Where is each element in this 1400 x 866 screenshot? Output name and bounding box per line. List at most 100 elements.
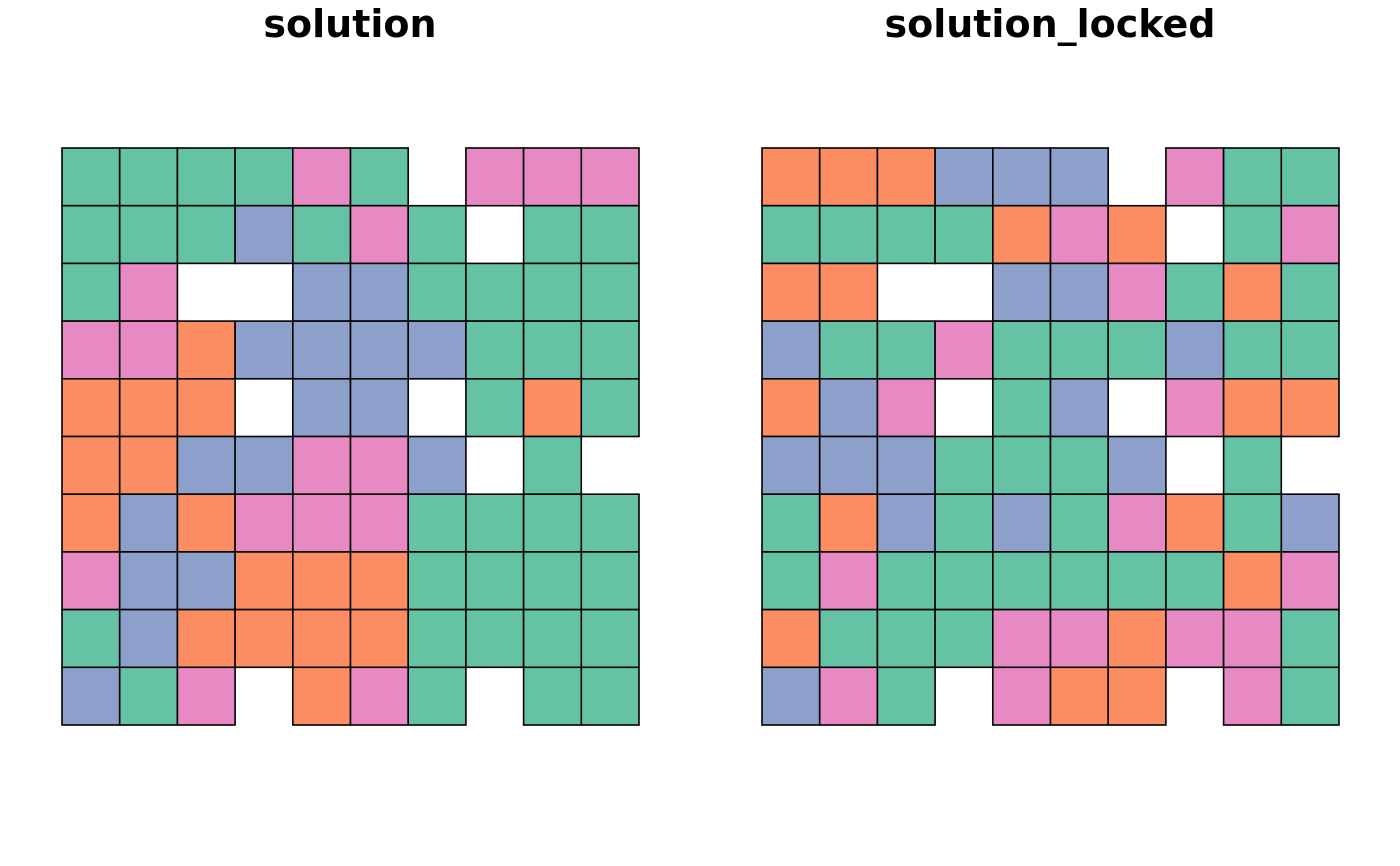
grid-cell-r2-c6 bbox=[1107, 262, 1167, 322]
grid-cell-r7-c5 bbox=[1049, 551, 1110, 611]
grid-cell-r3-c3 bbox=[934, 320, 994, 380]
grid-cell-r5-c5 bbox=[1049, 435, 1110, 496]
grid-cell-r6-c6 bbox=[1107, 493, 1167, 553]
grid-cell-r8-c1 bbox=[818, 608, 879, 669]
grid-cell-r5-c2 bbox=[876, 435, 936, 496]
grid-cell-r3-c1 bbox=[818, 320, 879, 380]
grid-cell-r8-c1 bbox=[118, 608, 179, 669]
grid-cell-r4-c8 bbox=[522, 377, 583, 438]
grid-cell-r6-c5 bbox=[349, 493, 410, 553]
grid-cell-r4-c2 bbox=[876, 377, 936, 438]
grid-cell-r6-c1 bbox=[818, 493, 879, 553]
chart-title: solution_locked bbox=[884, 2, 1216, 46]
grid-cell-r9-c2 bbox=[876, 666, 936, 726]
grid-cell-r3-c4 bbox=[291, 320, 352, 380]
grid-cell-r2-c1 bbox=[118, 262, 179, 322]
grid-cell-r3-c2 bbox=[876, 320, 936, 380]
grid-cell-r8-c9 bbox=[580, 608, 640, 669]
grid-cell-r2-c5 bbox=[349, 262, 410, 322]
grid-cell-r6-c5 bbox=[1049, 493, 1110, 553]
grid-cell-r1-c9 bbox=[580, 204, 640, 265]
grid-cell-r0-c5 bbox=[349, 147, 410, 207]
grid-cell-r2-c7 bbox=[1165, 262, 1225, 322]
grid-cell-r8-c3 bbox=[234, 608, 294, 669]
grid-cell-r3-c5 bbox=[1049, 320, 1110, 380]
grid-cell-r8-c3 bbox=[934, 608, 994, 669]
grid-cell-r1-c8 bbox=[1222, 204, 1283, 265]
solution-map bbox=[61, 147, 640, 726]
grid-cell-r2-c0 bbox=[761, 262, 821, 322]
grid-cell-r1-c4 bbox=[991, 204, 1052, 265]
grid-cell-r0-c2 bbox=[176, 147, 236, 207]
grid-cell-r9-c4 bbox=[991, 666, 1052, 726]
grid-cell-r1-c4 bbox=[291, 204, 352, 265]
grid-cell-r0-c3 bbox=[234, 147, 294, 207]
grid-cell-r0-c9 bbox=[1280, 147, 1340, 207]
grid-cell-r5-c6 bbox=[1107, 435, 1167, 496]
grid-cell-r7-c6 bbox=[407, 551, 467, 611]
grid-cell-r0-c7 bbox=[1165, 147, 1225, 207]
grid-cell-r7-c9 bbox=[1280, 551, 1340, 611]
grid-cell-r0-c0 bbox=[761, 147, 821, 207]
grid-cell-r3-c1 bbox=[118, 320, 179, 380]
grid-cell-r3-c6 bbox=[407, 320, 467, 380]
grid-cell-r2-c4 bbox=[991, 262, 1052, 322]
grid-cell-r1-c5 bbox=[349, 204, 410, 265]
grid-cell-r6-c1 bbox=[118, 493, 179, 553]
grid-cell-r8-c6 bbox=[1107, 608, 1167, 669]
grid-cell-r5-c1 bbox=[818, 435, 879, 496]
grid-cell-r1-c2 bbox=[176, 204, 236, 265]
grid-cell-r2-c8 bbox=[522, 262, 583, 322]
grid-cell-r0-c4 bbox=[991, 147, 1052, 207]
grid-cell-r6-c9 bbox=[1280, 493, 1340, 553]
grid-cell-r9-c1 bbox=[118, 666, 179, 726]
grid-cell-r3-c7 bbox=[465, 320, 525, 380]
grid-cell-r3-c9 bbox=[1280, 320, 1340, 380]
grid-cell-r7-c2 bbox=[876, 551, 936, 611]
grid-cell-r9-c6 bbox=[1107, 666, 1167, 726]
grid-cell-r6-c8 bbox=[522, 493, 583, 553]
grid-cell-r7-c1 bbox=[118, 551, 179, 611]
grid-cell-r2-c7 bbox=[465, 262, 525, 322]
grid-cell-r7-c4 bbox=[291, 551, 352, 611]
grid-cell-r0-c1 bbox=[818, 147, 879, 207]
grid-cell-r8-c7 bbox=[465, 608, 525, 669]
grid-cell-r5-c8 bbox=[1222, 435, 1283, 496]
grid-cell-r2-c8 bbox=[1222, 262, 1283, 322]
grid-cell-r6-c9 bbox=[580, 493, 640, 553]
grid-cell-r0-c4 bbox=[291, 147, 352, 207]
grid-cell-r9-c8 bbox=[522, 666, 583, 726]
grid-cell-r1-c1 bbox=[818, 204, 879, 265]
grid-cell-r1-c0 bbox=[61, 204, 121, 265]
grid-cell-r6-c3 bbox=[934, 493, 994, 553]
grid-cell-r9-c9 bbox=[580, 666, 640, 726]
grid-cell-r5-c6 bbox=[407, 435, 467, 496]
grid-cell-r5-c3 bbox=[934, 435, 994, 496]
grid-cell-r7-c5 bbox=[349, 551, 410, 611]
grid-cell-r1-c3 bbox=[934, 204, 994, 265]
grid-cell-r9-c0 bbox=[761, 666, 821, 726]
grid-cell-r6-c4 bbox=[291, 493, 352, 553]
grid-cell-r8-c5 bbox=[1049, 608, 1110, 669]
grid-cell-r4-c1 bbox=[818, 377, 879, 438]
grid-cell-r2-c9 bbox=[1280, 262, 1340, 322]
grid-cell-r7-c1 bbox=[818, 551, 879, 611]
grid-cell-r9-c8 bbox=[1222, 666, 1283, 726]
grid-cell-r9-c5 bbox=[349, 666, 410, 726]
grid-cell-r1-c1 bbox=[118, 204, 179, 265]
grid-cell-r7-c0 bbox=[761, 551, 821, 611]
grid-cell-r7-c8 bbox=[1222, 551, 1283, 611]
grid-cell-r8-c6 bbox=[407, 608, 467, 669]
grid-cell-r3-c5 bbox=[349, 320, 410, 380]
grid-cell-r5-c2 bbox=[176, 435, 236, 496]
grid-cell-r9-c6 bbox=[407, 666, 467, 726]
grid-cell-r2-c6 bbox=[407, 262, 467, 322]
grid-cell-r6-c4 bbox=[991, 493, 1052, 553]
grid-cell-r7-c2 bbox=[176, 551, 236, 611]
grid-cell-r6-c8 bbox=[1222, 493, 1283, 553]
grid-cell-r6-c3 bbox=[234, 493, 294, 553]
grid-cell-r4-c5 bbox=[349, 377, 410, 438]
grid-cell-r9-c4 bbox=[291, 666, 352, 726]
grid-cell-r4-c9 bbox=[580, 377, 640, 438]
grid-cell-r4-c5 bbox=[1049, 377, 1110, 438]
